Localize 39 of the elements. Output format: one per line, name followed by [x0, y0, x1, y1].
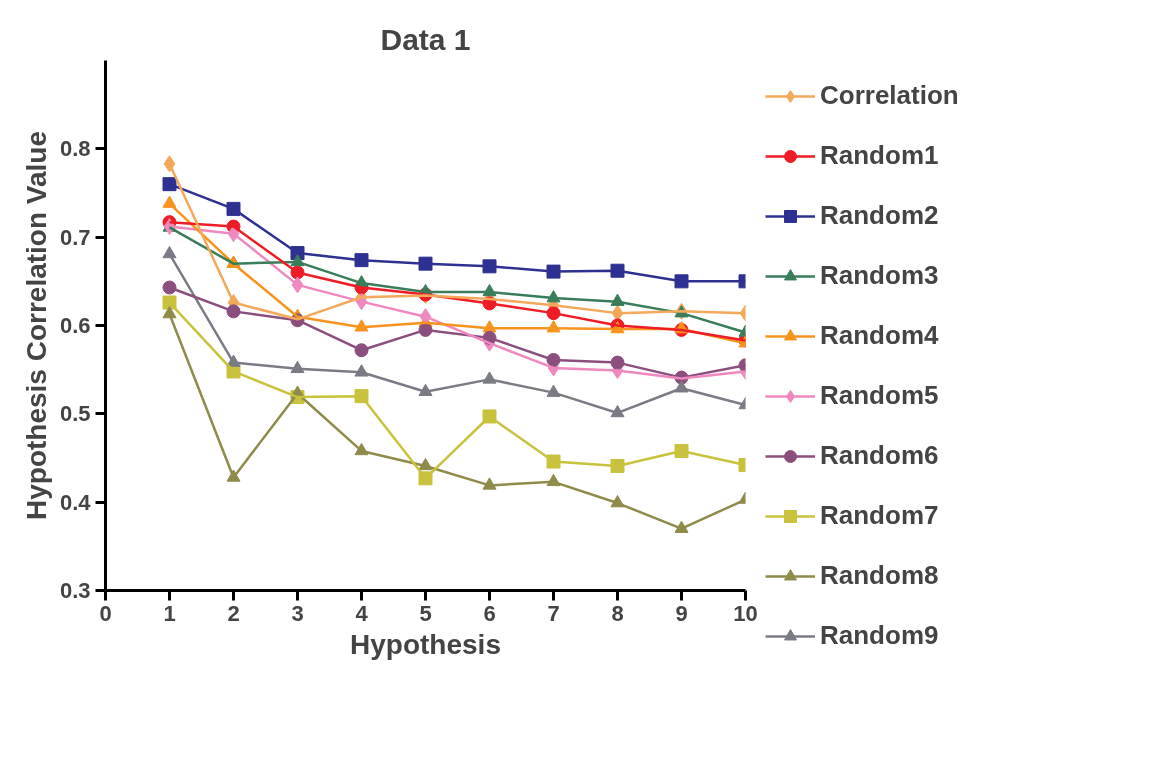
legend-label: Random5: [820, 380, 939, 411]
x-tick-label: 5: [419, 600, 432, 626]
point: [162, 177, 177, 192]
x-tick-label: 8: [611, 600, 624, 626]
x-tick-label: 9: [675, 600, 688, 626]
x-tick-label: 0: [99, 600, 112, 626]
chart-title: Data 1: [380, 22, 471, 56]
legend-label: Random3: [820, 260, 939, 291]
point: [162, 195, 177, 208]
point: [162, 295, 177, 310]
x-tick-label: 10: [733, 600, 758, 626]
legend-label: Random1: [820, 140, 939, 171]
y-tick-label: 0.6: [59, 313, 91, 338]
legend-label: Random6: [820, 440, 939, 471]
legend-label: Random7: [820, 500, 939, 531]
x-tick-label: 1: [163, 600, 176, 626]
point: [163, 155, 176, 173]
x-tick-label: 6: [483, 600, 496, 626]
y-tick-label: 0.4: [59, 489, 92, 515]
x-tick-label: 3: [291, 600, 304, 626]
legend-label: Correlation: [820, 80, 959, 111]
legend-label: Random2: [820, 200, 939, 231]
point: [546, 454, 561, 469]
x-tick-label: 7: [547, 600, 560, 626]
point: [546, 320, 561, 333]
legend-label: Random8: [820, 560, 939, 591]
point: [546, 264, 561, 279]
legend-label: Random4: [820, 320, 939, 351]
y-tick-label: 0.5: [59, 401, 91, 427]
point: [162, 306, 177, 319]
x-axis-title: Hypothesis: [350, 628, 501, 660]
y-axis-title: Hypothesis Correlation Value: [20, 131, 52, 520]
y-tick-label: 0.7: [59, 224, 91, 250]
y-tick-label: 0.8: [59, 136, 91, 162]
point: [482, 409, 497, 424]
legend-label: Random9: [820, 620, 939, 651]
x-tick-label: 2: [227, 600, 240, 626]
x-tick-label: 4: [355, 600, 369, 626]
y-tick-label: 0.3: [59, 578, 91, 603]
